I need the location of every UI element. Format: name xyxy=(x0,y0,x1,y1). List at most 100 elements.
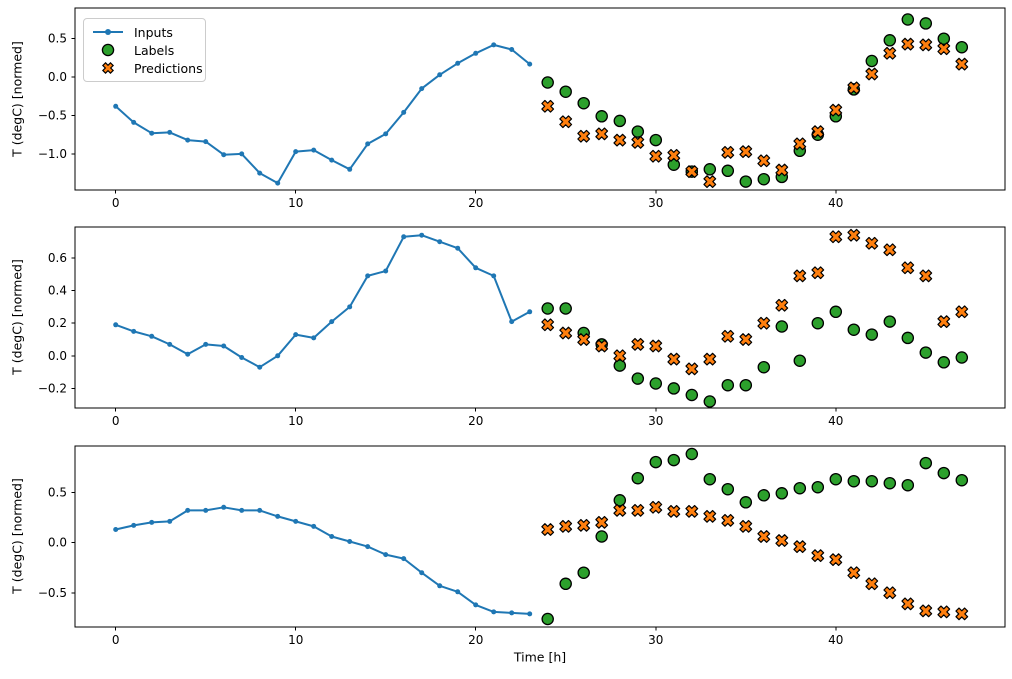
prediction-point xyxy=(919,38,933,52)
label-point xyxy=(631,372,645,385)
inputs-point xyxy=(113,527,119,532)
y-tick-label: 0.5 xyxy=(48,32,67,46)
label-point xyxy=(595,110,608,123)
label-point xyxy=(865,328,879,341)
label-point xyxy=(721,164,735,178)
prediction-point xyxy=(595,515,609,529)
prediction-point xyxy=(703,175,717,189)
prediction-point xyxy=(613,503,627,517)
label-point xyxy=(739,496,753,509)
label-point xyxy=(649,455,663,469)
prediction-point xyxy=(793,540,807,554)
prediction-point xyxy=(847,228,861,242)
inputs-point xyxy=(491,42,497,48)
inputs-point xyxy=(185,137,191,143)
prediction-point xyxy=(559,519,573,533)
y-tick-label: −0.2 xyxy=(38,381,67,395)
panel-1: 0 10 20 30 40 −1.0 −0.5 0.0 0.5 xyxy=(38,7,1006,210)
prediction-point xyxy=(613,133,627,147)
legend-item-inputs: Inputs xyxy=(90,23,197,41)
x-tick-label: 20 xyxy=(468,414,483,428)
prediction-point xyxy=(649,339,663,353)
inputs-point xyxy=(203,139,209,145)
inputs-point xyxy=(167,341,173,347)
prediction-point xyxy=(595,127,609,141)
inputs-point xyxy=(455,245,461,251)
label-point xyxy=(883,315,897,328)
prediction-point xyxy=(865,577,879,591)
y-tick-label: 0.4 xyxy=(48,284,67,298)
inputs-point xyxy=(437,72,443,78)
inputs-point xyxy=(473,602,479,608)
label-point xyxy=(955,351,969,364)
label-point xyxy=(901,331,915,345)
prediction-point xyxy=(721,513,735,527)
prediction-point xyxy=(649,500,663,514)
label-point xyxy=(613,114,627,128)
x-tick-label: 20 xyxy=(468,196,483,210)
inputs-point xyxy=(383,268,389,274)
inputs-point xyxy=(167,129,173,135)
legend-label-predictions: Predictions xyxy=(134,60,203,76)
label-point xyxy=(883,34,897,47)
prediction-point xyxy=(613,349,627,363)
inputs-point xyxy=(419,570,425,576)
prediction-point xyxy=(901,37,915,51)
prediction-point xyxy=(631,135,645,149)
prediction-point xyxy=(721,329,735,343)
inputs-line xyxy=(115,234,531,369)
prediction-point xyxy=(829,553,843,567)
inputs-point xyxy=(257,364,263,370)
panel-frame xyxy=(74,445,1006,628)
label-point xyxy=(883,476,897,490)
x-tick-label: 10 xyxy=(288,414,303,428)
prediction-point xyxy=(811,266,825,280)
label-point xyxy=(559,85,572,98)
prediction-point xyxy=(541,99,555,113)
inputs-point xyxy=(275,180,281,186)
inputs-point xyxy=(311,335,317,341)
x-tick-label: 40 xyxy=(828,633,843,647)
label-point xyxy=(739,378,753,392)
panel-frame xyxy=(74,7,1006,191)
prediction-point xyxy=(703,352,717,366)
x-tick-label: 10 xyxy=(288,196,303,210)
inputs-point xyxy=(455,589,461,595)
label-point xyxy=(721,378,735,392)
inputs-point xyxy=(347,304,353,310)
prediction-point xyxy=(775,298,789,312)
prediction-point xyxy=(739,333,753,346)
prediction-point xyxy=(901,597,915,611)
prediction-point xyxy=(865,236,879,250)
x-tick-label: 40 xyxy=(828,196,843,210)
prediction-point xyxy=(595,339,609,353)
inputs-point xyxy=(203,507,209,513)
inputs-point xyxy=(383,552,389,558)
prediction-point xyxy=(955,607,969,621)
inputs-point xyxy=(293,149,299,155)
y-tick-label: 0.0 xyxy=(48,536,67,550)
label-point xyxy=(703,472,717,486)
prediction-point xyxy=(649,149,663,163)
x-tick-label: 0 xyxy=(112,414,120,428)
legend: Inputs Labels Predictions xyxy=(83,18,206,82)
inputs-point xyxy=(257,507,263,513)
y-tick-label: −0.5 xyxy=(38,586,67,600)
label-point xyxy=(937,32,951,45)
label-point xyxy=(829,305,843,319)
panel-frame xyxy=(74,226,1006,409)
x-tick-label: 40 xyxy=(828,414,843,428)
prediction-point xyxy=(847,566,861,580)
prediction-point xyxy=(541,523,555,536)
inputs-point xyxy=(185,351,191,357)
inputs-point xyxy=(527,309,533,315)
label-point xyxy=(793,481,807,495)
x-tick-label: 30 xyxy=(648,196,663,210)
y-axis-label-panel-1: T (degC) [normed] xyxy=(9,41,25,157)
prediction-point xyxy=(829,230,843,244)
prediction-point xyxy=(631,503,645,517)
label-point xyxy=(685,388,699,402)
inputs-point xyxy=(419,232,425,238)
prediction-point xyxy=(865,67,879,81)
label-point xyxy=(649,377,663,390)
